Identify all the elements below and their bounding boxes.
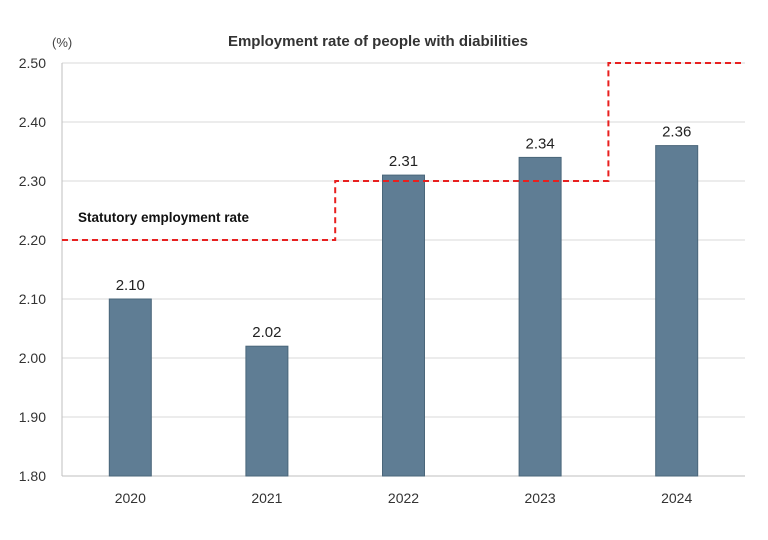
data-label: 2.36 bbox=[662, 124, 691, 141]
x-tick-labels: 2020 2021 2022 2023 2024 bbox=[115, 490, 693, 506]
data-label: 2.10 bbox=[116, 277, 145, 294]
bars bbox=[108, 145, 699, 477]
y-tick-label: 2.20 bbox=[19, 232, 46, 248]
y-tick-label: 2.10 bbox=[19, 291, 46, 307]
data-label: 2.02 bbox=[252, 324, 281, 341]
y-tick-label: 1.80 bbox=[19, 468, 46, 484]
x-tick-label: 2024 bbox=[661, 490, 692, 506]
y-tick-label: 2.40 bbox=[19, 114, 46, 130]
y-tick-label: 2.00 bbox=[19, 350, 46, 366]
bar bbox=[245, 345, 289, 477]
data-labels: 2.10 2.02 2.31 2.34 2.36 bbox=[116, 124, 692, 342]
bar bbox=[382, 174, 425, 477]
y-unit-label: (%) bbox=[52, 35, 72, 50]
data-label: 2.34 bbox=[525, 135, 554, 152]
data-label: 2.31 bbox=[389, 153, 418, 170]
x-tick-label: 2022 bbox=[388, 490, 419, 506]
x-tick-label: 2021 bbox=[251, 490, 282, 506]
x-tick-label: 2020 bbox=[115, 490, 146, 506]
bar bbox=[108, 298, 152, 477]
statutory-rate-annotation: Statutory employment rate bbox=[78, 210, 250, 225]
x-tick-label: 2023 bbox=[525, 490, 556, 506]
y-tick-label: 1.90 bbox=[19, 409, 46, 425]
bar bbox=[655, 145, 699, 477]
bar bbox=[518, 156, 562, 477]
chart-title: Employment rate of people with diabiliti… bbox=[228, 33, 528, 50]
y-tick-label: 2.50 bbox=[19, 55, 46, 71]
y-tick-labels: 1.80 1.90 2.00 2.10 2.20 2.30 2.40 2.50 bbox=[19, 55, 46, 484]
y-tick-label: 2.30 bbox=[19, 173, 46, 189]
